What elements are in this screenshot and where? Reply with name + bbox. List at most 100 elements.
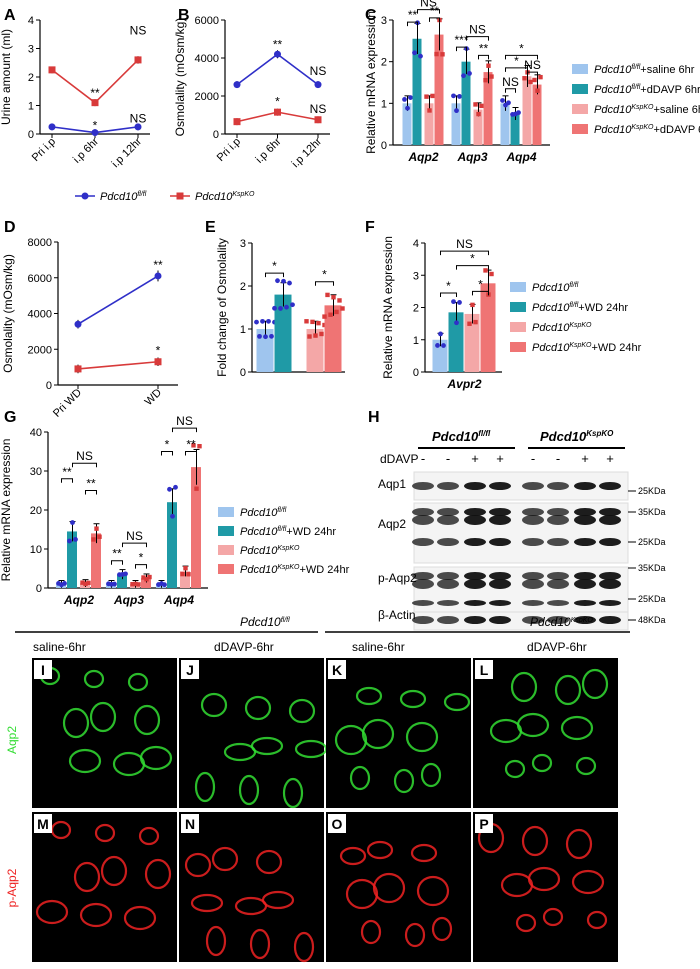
tubule-outline: [35, 899, 69, 925]
blot-band: [599, 579, 621, 589]
y-axis-label: Urine amount (ml): [0, 29, 13, 125]
blot-marker-label: 25KDa: [638, 486, 666, 496]
bar: [324, 305, 342, 372]
blot-band: [547, 515, 569, 525]
legend-label: Pdcd10fl/fl+WD 24hr: [532, 302, 628, 314]
panel-letter-a: A: [4, 7, 16, 24]
data-dot: [424, 94, 429, 99]
tubule-outline: [205, 925, 227, 957]
chart-b: 0 2000 4000 6000 Osmolality (mOsm/kg) Pri i.p…: [173, 15, 330, 170]
y-tick-label: 1: [381, 98, 387, 110]
data-dot: [260, 318, 265, 324]
significance-label: NS: [126, 529, 143, 543]
data-dot: [438, 331, 443, 337]
y-tick-label: 1: [28, 101, 34, 113]
line-legend: Pdcd10fl/fl Pdcd10KspKO: [75, 191, 255, 203]
legend-label-flfl: Pdcd10fl/fl: [100, 191, 147, 203]
data-dot: [263, 334, 268, 340]
blot-marker-label: 25KDa: [638, 537, 666, 547]
significance-bracket: [122, 542, 147, 548]
blot-band: [489, 515, 511, 525]
data-point: [48, 66, 56, 74]
micro-letter: L: [480, 662, 489, 678]
blot-band: [412, 579, 434, 589]
micro-genotype-flfl: Pdcd10fl/fl: [240, 615, 290, 629]
data-dot: [287, 280, 292, 286]
data-dot: [310, 319, 315, 325]
y-tick-label: 3: [381, 15, 387, 27]
significance-bracket: [527, 71, 538, 77]
blot-sign: -: [556, 451, 560, 466]
y-tick-label: 40: [30, 427, 42, 439]
data-dot: [328, 312, 333, 317]
y-axis-label: Osmolality (mOsm/kg): [173, 18, 187, 137]
bar: [412, 38, 422, 145]
tubule-outline: [123, 905, 157, 931]
data-dot: [144, 577, 149, 582]
blot-row-label: p-Aqp2: [378, 571, 417, 585]
data-dot: [516, 110, 521, 116]
bar: [424, 103, 434, 145]
significance-bracket: [185, 451, 197, 456]
legend-marker-flfl: [81, 192, 89, 200]
data-dot: [183, 566, 188, 571]
micro-letter-box: [328, 814, 346, 833]
blot-band: [547, 600, 569, 606]
x-tick-label: Pri i.p: [215, 136, 243, 164]
micro-tiles: I J K L M N O P: [32, 658, 618, 963]
blot-band: [464, 616, 486, 624]
tubule-outline: [531, 753, 553, 773]
micro-tile: I: [32, 658, 177, 808]
legend-marker-ko: [176, 192, 184, 200]
tubule-outline: [431, 916, 453, 942]
micro-letter: O: [332, 816, 343, 832]
blot-band: [599, 538, 621, 546]
bar: [464, 313, 480, 372]
micro-tile-bg: [473, 658, 618, 808]
data-dot: [334, 309, 339, 315]
data-point: [314, 116, 322, 124]
legend-label: Pdcd10KspKO: [240, 545, 300, 557]
blot-row-label: Aqp1: [378, 477, 406, 491]
data-dot: [434, 51, 439, 57]
y-tick-label: 0: [413, 367, 419, 379]
data-dot: [479, 103, 484, 109]
blot-marker-label: 35KDa: [638, 563, 666, 573]
significance-label: *: [93, 119, 98, 133]
panel-letter-d: D: [4, 219, 16, 236]
tubule-outline: [293, 931, 315, 963]
x-category-label: Aqp2: [408, 150, 439, 164]
bar: [306, 329, 324, 372]
micro-tile-bg: [32, 658, 177, 808]
data-dot: [316, 320, 321, 326]
blot-band: [574, 538, 596, 546]
y-tick-label: 30: [30, 466, 42, 478]
blot-genotype-flfl: Pdcd10fl/fl: [432, 429, 491, 444]
y-tick-label: 1: [413, 335, 419, 347]
blot-band: [574, 515, 596, 525]
blot-band: [437, 508, 459, 516]
data-dot: [454, 108, 459, 114]
micro-cond-1: saline-6hr: [33, 640, 86, 654]
legend-swatch: [572, 64, 588, 74]
significance-bracket: [172, 427, 197, 433]
legend-swatch: [510, 302, 526, 312]
y-axis-label: Osmolality (mOsm/kg): [1, 254, 15, 373]
x-tick-label: i.p 6hr: [254, 135, 284, 165]
data-dot: [136, 582, 141, 587]
y-tick-label: 4000: [28, 309, 52, 321]
data-dot: [254, 319, 259, 325]
micro-letter-box: [475, 814, 493, 833]
chart-a: 0 1 2 3 4 Urine amount (ml) Pri i.p i.p 6hr i.p …: [0, 15, 150, 170]
data-dot: [62, 581, 67, 586]
blot-band: [599, 482, 621, 490]
data-dot: [257, 333, 262, 339]
tubule-outline: [410, 843, 438, 863]
data-dot: [197, 444, 202, 449]
data-dot: [80, 580, 85, 585]
blot-rows: Aqp1 Aqp2 p-Aqp2 β-Actin 25KDa 35KDa 25KDa 35KD…: [378, 471, 666, 631]
significance-label: **: [62, 465, 72, 479]
data-dot: [538, 74, 543, 80]
y-tick-label: 0: [213, 129, 219, 141]
